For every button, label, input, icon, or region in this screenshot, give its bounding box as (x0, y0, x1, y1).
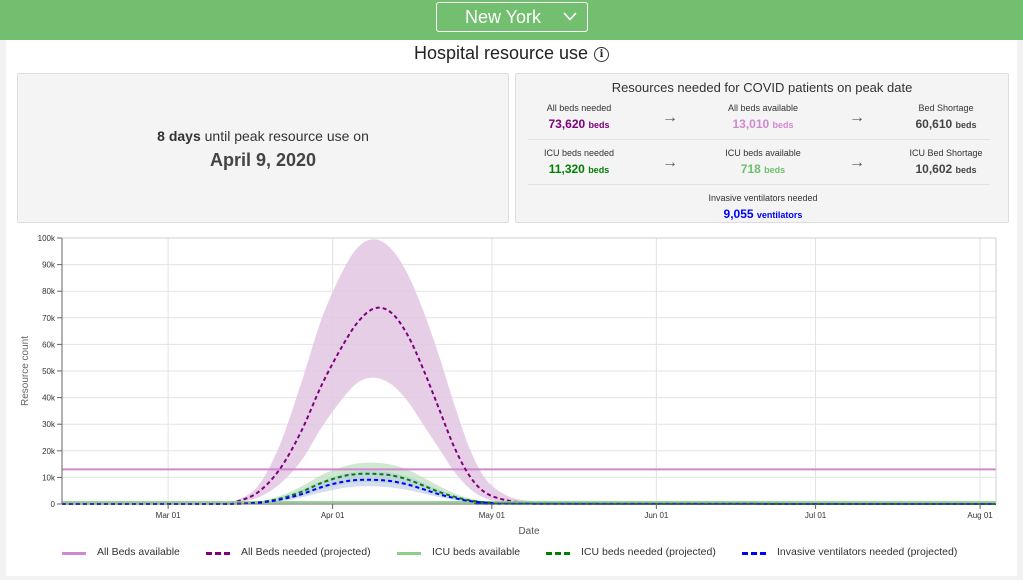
all-beds-available: All beds available 13,010 beds (708, 103, 818, 131)
resources-title: Resources needed for COVID patients on p… (611, 80, 913, 95)
y-tick-label: 20k (42, 447, 56, 456)
icu-bed-shortage-value-line: 10,602 beds (891, 162, 1001, 176)
x-tick-label: Jun 01 (644, 511, 669, 520)
y-tick-label: 30k (42, 420, 56, 429)
peak-days-value: 8 (157, 128, 165, 144)
legend-label: All Beds needed (projected) (241, 546, 371, 558)
legend-swatch (397, 552, 421, 555)
icu-beds-available-unit: beds (764, 165, 786, 175)
top-bar: New York (0, 0, 1023, 40)
x-axis-title: Date (518, 526, 540, 537)
bed-shortage-unit: beds (955, 120, 977, 130)
legend-swatch (62, 552, 86, 555)
all-beds-available-value: 13,010 (732, 117, 770, 131)
y-tick-label: 100k (38, 234, 56, 243)
arrow-right-icon: → (849, 109, 865, 126)
legend-swatch (742, 552, 766, 555)
x-tick-label: Mar 01 (156, 511, 181, 520)
bed-shortage: Bed Shortage 60,610 beds (891, 103, 1001, 131)
y-tick-label: 0 (51, 500, 56, 509)
all-beds-needed: All beds needed 73,620 beds (524, 103, 634, 131)
legend-swatch (206, 552, 230, 555)
chevron-down-icon (563, 12, 577, 21)
y-tick-label: 50k (42, 367, 56, 376)
bed-shortage-value-line: 60,610 beds (891, 117, 1001, 131)
peak-countdown: 8 days until peak resource use on (18, 128, 508, 144)
all-beds-available-value-line: 13,010 beds (708, 117, 818, 131)
x-tick-label: May 01 (479, 511, 506, 520)
icu-beds-needed-label: ICU beds needed (543, 148, 615, 158)
ventilators-needed-value-line: 9,055 ventilators (689, 207, 837, 221)
icu-bed-shortage-unit: beds (955, 165, 977, 175)
all-beds-needed-unit: beds (588, 120, 610, 130)
icu-beds-needed-value: 11,320 (548, 162, 585, 176)
all-beds-needed-value-line: 73,620 beds (524, 117, 634, 131)
y-tick-label: 60k (42, 340, 56, 349)
icu-bed-shortage-label: ICU Bed Shortage (909, 148, 983, 158)
arrow-right-icon: → (662, 154, 678, 171)
ventilators-needed-unit: ventilators (756, 210, 803, 220)
legend-label: All Beds available (97, 546, 180, 558)
chart-axes: 0 10k 20k 30k 40k 50k 60k 70k 80k 90k 100k Mar 01 Ap… (20, 234, 997, 537)
icu-beds-needed-value-line: 11,320 beds (524, 162, 634, 176)
legend-label: ICU beds needed (projected) (581, 546, 716, 558)
main-panel: Hospital resource use i 8 days until peak… (6, 40, 1017, 576)
icu-bed-shortage-value: 10,602 (915, 162, 953, 176)
y-tick-label: 90k (42, 261, 56, 270)
info-icon[interactable]: i (594, 47, 610, 62)
icu-bed-shortage: ICU Bed Shortage 10,602 beds (891, 148, 1001, 176)
arrow-right-icon: → (849, 154, 865, 171)
x-tick-label: Aug 01 (967, 511, 993, 520)
peak-date: April 9, 2020 (209, 150, 317, 170)
icu-beds-available-label: ICU beds available (725, 148, 801, 158)
y-axis-title: Resource count (20, 336, 31, 406)
all-beds-needed-label: All beds needed (546, 103, 612, 113)
ventilators-needed-value: 9,055 (723, 207, 754, 221)
y-tick-label: 70k (42, 314, 56, 323)
divider (528, 139, 990, 140)
bed-shortage-label: Bed Shortage (918, 103, 974, 113)
icu-beds-needed: ICU beds needed 11,320 beds (524, 148, 634, 176)
arrow-right-icon: → (662, 109, 678, 126)
all-beds-needed-value: 73,620 (548, 117, 586, 131)
peak-text: until peak resource use on (204, 128, 369, 144)
bed-shortage-value: 60,610 (915, 117, 953, 131)
series-line (61, 478, 997, 506)
y-tick-label: 40k (42, 394, 56, 403)
legend-swatch (546, 552, 570, 555)
y-tick-label: 10k (42, 473, 56, 482)
all-beds-available-unit: beds (772, 120, 794, 130)
resource-chart: 0 10k 20k 30k 40k 50k 60k 70k 80k 90k 100k Mar 01 Ap… (20, 234, 997, 537)
legend-label: ICU beds available (432, 546, 521, 558)
page-title-text: Hospital resource use (413, 43, 589, 63)
resources-card: Resources needed for COVID patients on p… (515, 73, 1009, 223)
y-tick-label: 80k (42, 287, 56, 296)
chart-grid (62, 237, 996, 505)
confidence-band (62, 239, 996, 505)
divider (528, 184, 990, 185)
peak-card: 8 days until peak resource use on April … (17, 73, 509, 223)
all-beds-available-label: All beds available (727, 103, 799, 113)
peak-days-word: days (168, 128, 201, 144)
legend-label: Invasive ventilators needed (projected) (777, 546, 958, 558)
chart-lines (61, 306, 997, 506)
x-tick-label: Apr 01 (321, 511, 345, 520)
page-title: Hospital resource use i (6, 43, 1017, 64)
state-select-label: New York (465, 7, 542, 27)
state-select[interactable]: New York (436, 2, 588, 32)
icu-beds-available-value: 718 (740, 162, 761, 176)
icu-beds-needed-unit: beds (588, 165, 610, 175)
icu-beds-available-value-line: 718 beds (708, 162, 818, 176)
icu-beds-available: ICU beds available 718 beds (708, 148, 818, 176)
x-tick-label: Jul 01 (805, 511, 827, 520)
ventilators-needed-label: Invasive ventilators needed (708, 193, 818, 203)
ventilators-needed: Invasive ventilators needed 9,055 ventil… (689, 193, 837, 221)
chart-legend: All Beds available All Beds needed (proj… (6, 546, 1017, 566)
